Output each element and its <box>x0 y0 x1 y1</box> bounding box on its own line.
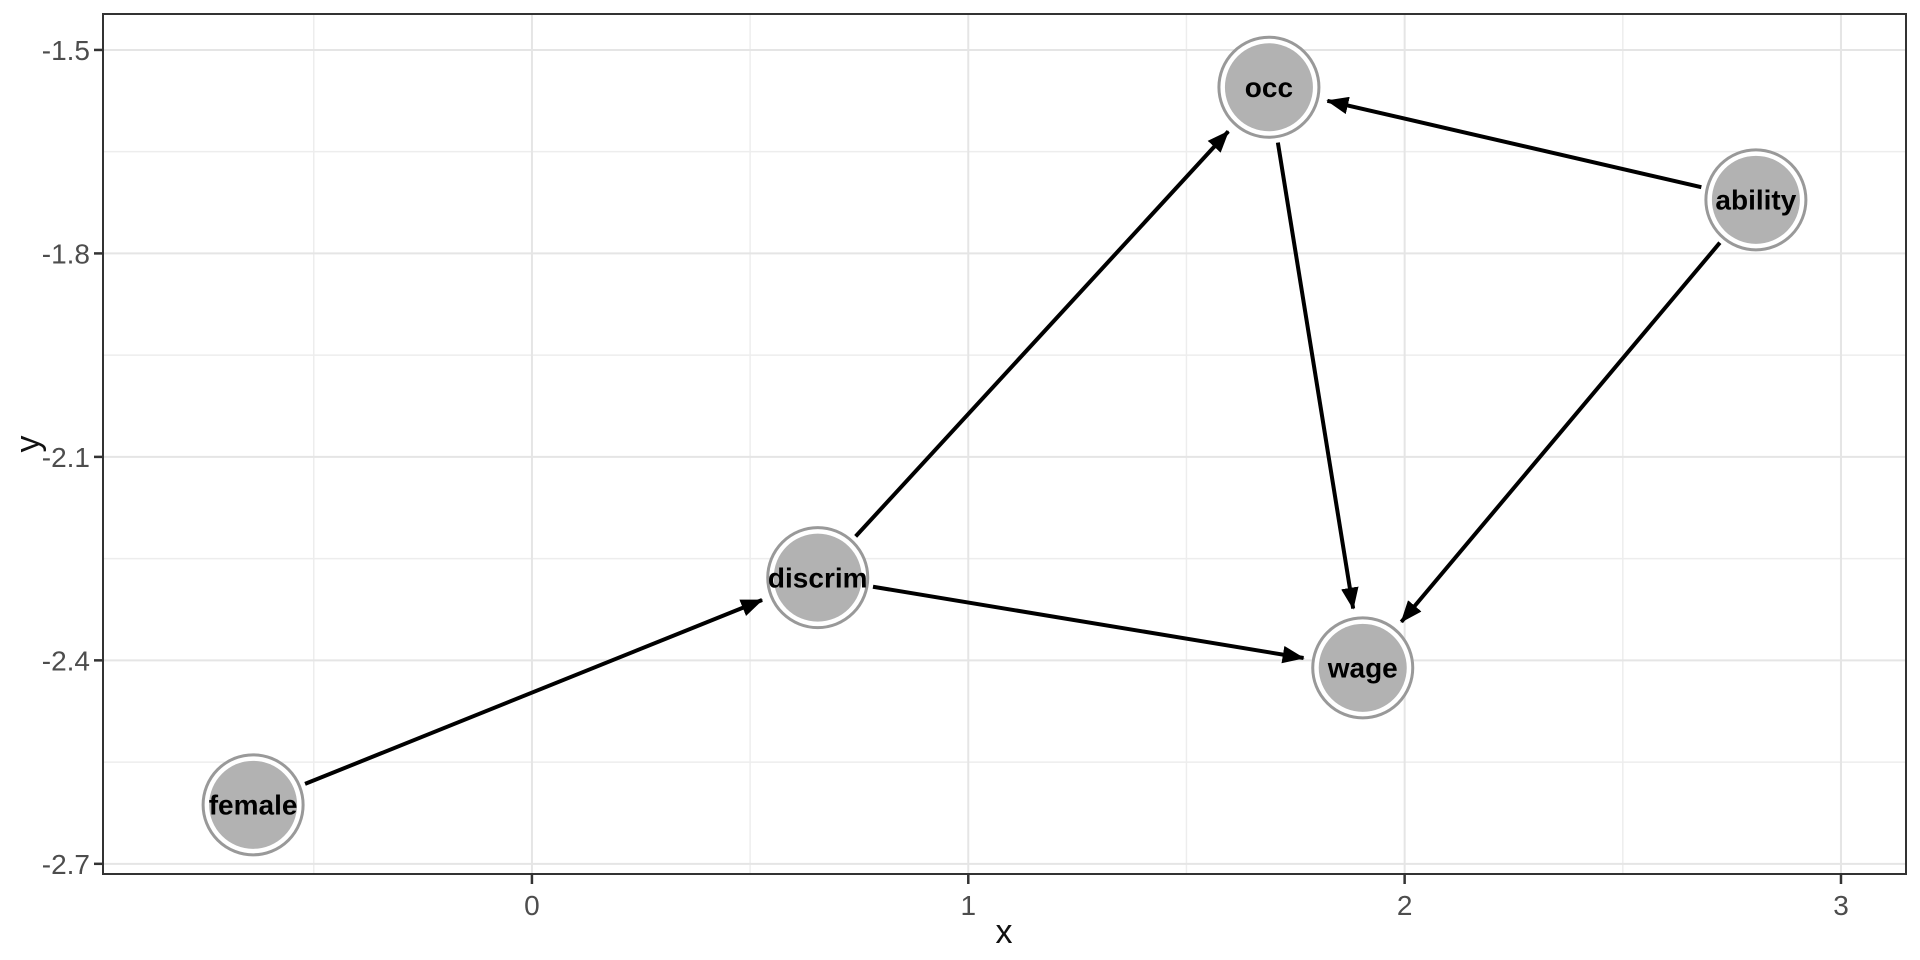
panel-border <box>102 13 1907 875</box>
x-axis-title: x <box>995 913 1013 951</box>
edge-discrim-wage <box>872 584 1305 664</box>
x-tick-label: 1 <box>960 890 976 921</box>
axes: 0 1 2 3 -1.5 -1.8 -2.1 -2.4 -2.7 <box>42 35 1849 921</box>
edge-ability-occ <box>1326 96 1702 190</box>
y-tick-label: -2.4 <box>42 645 90 676</box>
y-axis-title: y <box>9 435 47 453</box>
edges <box>304 96 1722 786</box>
x-tick-label: 0 <box>524 890 540 921</box>
node-wage-label: wage <box>1327 653 1398 684</box>
y-tick-label: -1.5 <box>42 35 90 66</box>
nodes: female discrim occ wage ability <box>201 35 1808 857</box>
node-discrim: discrim <box>766 526 870 630</box>
y-tick-label: -1.8 <box>42 238 90 269</box>
x-tick-label: 3 <box>1833 890 1849 921</box>
node-ability-circle <box>1711 155 1800 244</box>
panel-background <box>103 14 1906 874</box>
node-ability: ability <box>1704 148 1808 252</box>
node-female-label: female <box>209 790 298 821</box>
y-tick-label: -2.7 <box>42 849 90 880</box>
node-female: female <box>201 753 305 857</box>
node-discrim-label: discrim <box>768 562 868 593</box>
node-discrim-circle <box>773 533 862 622</box>
node-occ: occ <box>1217 35 1321 139</box>
edge-occ-wage <box>1275 142 1359 610</box>
edge-female-discrim <box>304 598 764 786</box>
node-female-circle <box>209 760 298 849</box>
node-ability-label: ability <box>1715 185 1796 216</box>
node-wage: wage <box>1311 616 1415 720</box>
grid-major <box>103 14 1906 874</box>
edge-ability-wage <box>1399 241 1722 624</box>
node-occ-label: occ <box>1245 72 1293 103</box>
y-tick-label: -2.1 <box>42 442 90 473</box>
node-occ-circle <box>1224 43 1313 132</box>
edge-discrim-occ <box>854 130 1230 538</box>
grid-minor <box>103 14 1906 874</box>
node-wage-circle <box>1318 623 1407 712</box>
x-tick-label: 2 <box>1397 890 1413 921</box>
